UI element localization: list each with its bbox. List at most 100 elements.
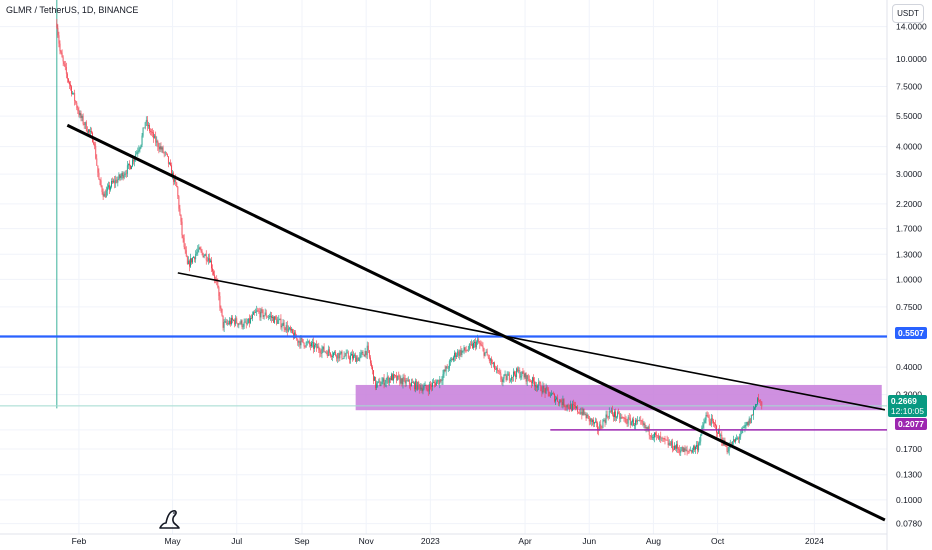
- candle-body: [548, 391, 550, 397]
- candle-body: [418, 382, 420, 385]
- candle-body: [648, 426, 650, 436]
- candle-body: [89, 129, 90, 132]
- candle-body: [277, 320, 279, 324]
- candle-body: [363, 354, 365, 357]
- candle-body: [745, 424, 747, 426]
- candle-body: [158, 146, 160, 150]
- candle-body: [201, 250, 203, 253]
- candle-body: [135, 154, 137, 159]
- candle-body: [290, 327, 291, 331]
- candle-body: [217, 281, 219, 288]
- candle-body: [629, 418, 631, 425]
- candle-body: [333, 352, 334, 356]
- candle-body: [100, 180, 102, 187]
- candle-body: [603, 420, 605, 421]
- candle-body: [589, 418, 591, 422]
- candle-body: [170, 162, 171, 166]
- candle-body: [530, 381, 532, 384]
- time-tick-label: 2024: [805, 536, 824, 546]
- candle-body: [664, 438, 666, 440]
- candle-body: [167, 156, 169, 164]
- candle-body: [690, 450, 692, 453]
- main-descending-trendline[interactable]: [66, 123, 886, 522]
- candle-body: [346, 352, 348, 354]
- candle-body: [166, 153, 168, 157]
- candle-body: [109, 185, 110, 190]
- candle-body: [259, 311, 261, 318]
- currency-button[interactable]: USDT: [892, 4, 924, 23]
- candle-body: [588, 416, 590, 422]
- candle-body: [188, 260, 190, 267]
- candle-body: [711, 418, 713, 421]
- candle-body: [227, 323, 229, 324]
- candle-body: [231, 317, 232, 325]
- candle-body: [66, 73, 68, 79]
- countdown-timer: 12:10:05: [890, 406, 924, 416]
- candle-body: [203, 255, 205, 258]
- candle-body: [542, 385, 544, 393]
- candle-body: [704, 420, 706, 424]
- candle-body: [62, 57, 64, 62]
- candle-body: [714, 423, 715, 425]
- time-tick-label: 2023: [421, 536, 440, 546]
- candle-body: [67, 78, 69, 83]
- candle-body: [228, 320, 230, 324]
- candle-body: [586, 414, 588, 419]
- candle-body: [651, 437, 653, 439]
- supply-zone[interactable]: [355, 384, 882, 411]
- tradingview-logo-icon[interactable]: [157, 508, 181, 530]
- candle-body: [378, 380, 380, 382]
- candle-body: [717, 432, 718, 434]
- candle-body: [267, 317, 269, 318]
- candle-body: [379, 380, 381, 386]
- candle-body: [735, 438, 736, 442]
- candle-body: [74, 92, 76, 102]
- candle-body: [319, 350, 321, 354]
- time-tick-label: Feb: [72, 536, 87, 546]
- candle-body: [79, 113, 81, 116]
- candle-body: [338, 353, 340, 359]
- candle-body: [245, 321, 247, 325]
- candle-body: [595, 421, 596, 423]
- candle-body: [749, 418, 751, 424]
- candle-body: [403, 377, 405, 379]
- time-axis[interactable]: Feb May Jul Sep Nov 2023 Apr Jun Aug Oct 2024: [72, 536, 825, 546]
- candle-body: [139, 147, 141, 150]
- support-price-tag: 0.2077: [895, 418, 927, 430]
- price-axis[interactable]: 14.0000 10.0000 7.5000 5.5000 4.0000 3.0000 2.…: [896, 22, 927, 529]
- price-tick-label: 0.7500: [896, 302, 922, 312]
- candle-body: [352, 353, 353, 359]
- time-tick-label: May: [165, 536, 182, 546]
- candle-body: [353, 355, 354, 359]
- candle-body: [248, 318, 250, 323]
- candle-body: [102, 192, 104, 197]
- candle-body: [281, 325, 283, 328]
- secondary-descending-trendline[interactable]: [177, 272, 886, 411]
- candle-body: [204, 254, 206, 256]
- candle-body: [660, 436, 662, 439]
- time-tick-label: Jun: [582, 536, 596, 546]
- candle-body: [300, 338, 302, 346]
- candle-body: [251, 318, 252, 319]
- candle-body: [101, 186, 103, 193]
- candle-body: [224, 321, 226, 323]
- candle-body: [402, 377, 404, 385]
- candle-body: [218, 287, 220, 297]
- candle-body: [437, 379, 439, 382]
- candle-body: [175, 177, 177, 183]
- candle-body: [337, 353, 339, 359]
- candle-body: [744, 425, 746, 428]
- candle-body: [261, 309, 263, 311]
- candle-body: [558, 401, 560, 404]
- candle-body: [627, 417, 629, 424]
- candle-body: [95, 145, 97, 159]
- candle-body: [642, 422, 644, 425]
- candle-body: [349, 355, 351, 360]
- candle-body: [543, 385, 545, 389]
- candle-body: [561, 402, 563, 406]
- candle-body: [450, 359, 452, 360]
- candle-body: [119, 174, 121, 178]
- candle-body: [684, 448, 686, 451]
- candle-body: [646, 427, 648, 430]
